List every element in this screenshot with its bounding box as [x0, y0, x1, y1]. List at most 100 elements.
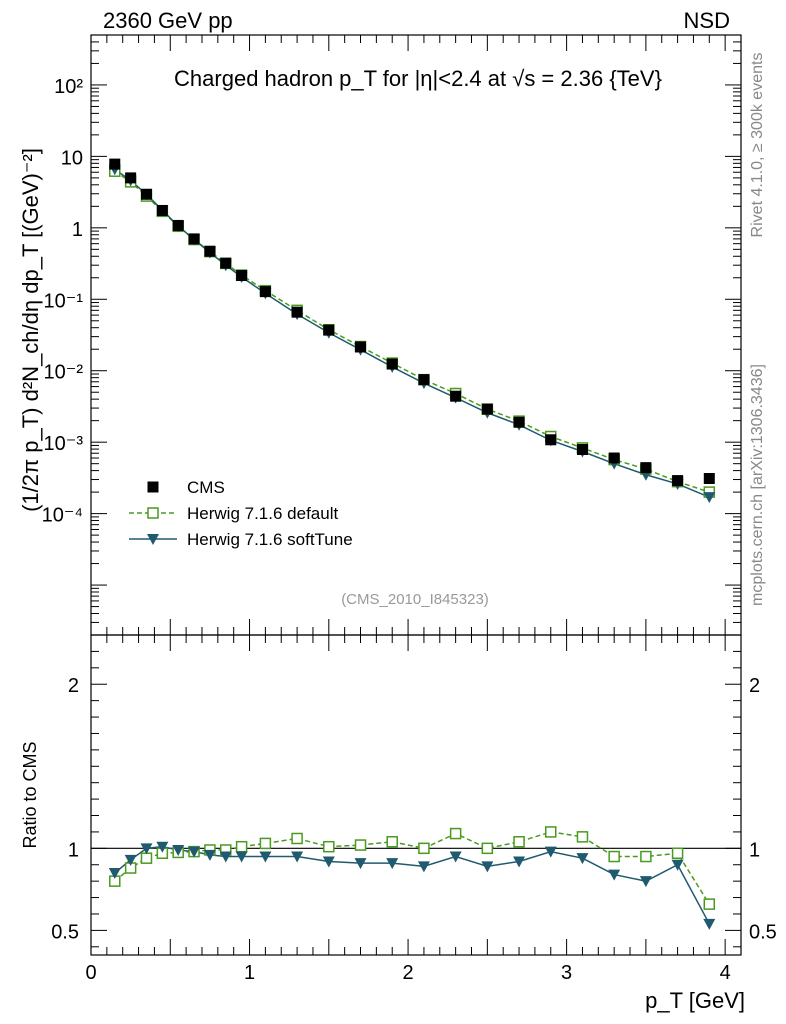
- ratio-point-herwig-7-1-6-softtune: [449, 851, 462, 863]
- data-point-cms: [125, 172, 137, 184]
- ratio-point-herwig-7-1-6-default: [323, 840, 335, 853]
- header-left: 2360 GeV pp: [103, 8, 233, 33]
- legend-label: CMS: [187, 478, 225, 497]
- legend-label: Herwig 7.1.6 default: [187, 504, 338, 523]
- ratio-y-tick-label: 0.5: [749, 921, 777, 943]
- ratio-panel-ticks: 0 1 2 3 4 0.5 0.5 1 1 2 2: [51, 635, 777, 984]
- ratio-point-herwig-7-1-6-softtune: [219, 851, 232, 863]
- ratio-point-herwig-7-1-6-softtune: [576, 853, 589, 865]
- ratio-point-herwig-7-1-6-default: [140, 852, 153, 864]
- x-tick-label: 2: [403, 962, 414, 984]
- main-panel-series: [108, 158, 716, 504]
- ratio-point-herwig-7-1-6-softtune: [156, 841, 169, 853]
- ratio-y-tick-label: 2: [749, 675, 760, 697]
- ratio-point-herwig-7-1-6-default: [640, 850, 652, 863]
- ratio-y-axis-label: Ratio to CMS: [20, 741, 40, 848]
- series-line-herwig-7-1-6-default: [114, 170, 710, 493]
- data-point-cms: [450, 390, 462, 402]
- data-point-cms: [109, 158, 121, 170]
- ratio-point-herwig-7-1-6-default: [418, 842, 430, 855]
- ratio-point-herwig-7-1-6-default: [354, 839, 367, 851]
- ratio-point-herwig-7-1-6-softtune: [386, 858, 399, 870]
- ratio-point-herwig-7-1-6-softtune: [259, 851, 272, 863]
- ratio-point-herwig-7-1-6-default: [386, 836, 398, 848]
- ratio-point-herwig-7-1-6-default: [703, 898, 716, 910]
- data-point-cms: [236, 270, 248, 282]
- x-tick-label: 4: [720, 962, 731, 984]
- data-point-cms: [291, 306, 303, 318]
- y-tick-label: 1: [72, 219, 83, 241]
- mcplots-label: mcplots.cern.ch [arXiv:1306.3436]: [749, 364, 766, 606]
- ratio-point-herwig-7-1-6-softtune: [481, 861, 494, 873]
- ratio-point-herwig-7-1-6-softtune: [108, 867, 121, 879]
- ratio-point-herwig-7-1-6-softtune: [203, 849, 216, 861]
- x-tick-label: 1: [244, 962, 255, 984]
- data-point-cms: [188, 233, 200, 245]
- ratio-point-herwig-7-1-6-default: [259, 837, 272, 850]
- ratio-point-herwig-7-1-6-default: [481, 842, 494, 855]
- ratio-point-herwig-7-1-6-default: [513, 836, 525, 848]
- y-axis-label: (1/2π p_T) d²N_ch/dη dp_T [(GeV)⁻²]: [18, 148, 43, 512]
- data-point-cms: [640, 462, 652, 474]
- x-axis-label: p_T [GeV]: [645, 988, 745, 1013]
- ratio-point-herwig-7-1-6-softtune: [140, 843, 153, 855]
- data-point-cms: [140, 188, 152, 200]
- main-panel-ticks: 10⁻⁴ 10⁻³ 10⁻² 10⁻¹ 1 10 10²: [42, 34, 742, 636]
- y-tick-label: 10⁻²: [44, 362, 84, 384]
- legend-marker: [147, 534, 159, 545]
- data-point-cms: [608, 452, 620, 464]
- data-point-herwig-7-1-6-softtune: [703, 492, 716, 504]
- header-right: NSD: [684, 8, 730, 33]
- y-tick-label: 10²: [54, 76, 83, 98]
- legend-marker: [147, 507, 159, 519]
- ratio-point-herwig-7-1-6-softtune: [172, 844, 185, 856]
- data-point-cms: [259, 286, 271, 298]
- ratio-line-herwig-7-1-6-default: [114, 831, 710, 905]
- rivet-label: Rivet 4.1.0, ≥ 300k events: [749, 53, 766, 238]
- y-tick-label: 10⁻³: [44, 433, 84, 455]
- data-point-cms: [513, 416, 525, 428]
- data-point-cms: [204, 245, 216, 257]
- ratio-y-tick-label: 0.5: [51, 921, 79, 943]
- ratio-point-herwig-7-1-6-default: [671, 847, 684, 860]
- ratio-point-herwig-7-1-6-softtune: [188, 846, 201, 858]
- ratio-point-herwig-7-1-6-default: [449, 827, 462, 840]
- data-point-cms: [156, 204, 168, 216]
- ratio-point-herwig-7-1-6-default: [608, 850, 620, 863]
- legend-label: Herwig 7.1.6 softTune: [187, 530, 353, 549]
- ratio-point-herwig-7-1-6-softtune: [608, 869, 621, 881]
- legend-marker: [147, 481, 159, 493]
- data-point-cms: [220, 257, 232, 269]
- ratio-y-tick-label: 1: [68, 839, 79, 861]
- series-line-herwig-7-1-6-softtune: [114, 168, 710, 498]
- ratio-point-herwig-7-1-6-softtune: [544, 846, 557, 858]
- ratio-panel-frame: [90, 634, 742, 956]
- y-tick-label: 10: [61, 147, 83, 169]
- ratio-point-herwig-7-1-6-softtune: [235, 851, 248, 863]
- ratio-line-herwig-7-1-6-softtune: [114, 845, 710, 925]
- ratio-point-herwig-7-1-6-softtune: [124, 854, 137, 866]
- ratio-point-herwig-7-1-6-default: [576, 831, 589, 843]
- ratio-point-herwig-7-1-6-softtune: [354, 858, 367, 870]
- ratio-point-herwig-7-1-6-softtune: [322, 856, 335, 868]
- ratio-point-herwig-7-1-6-softtune: [671, 859, 684, 871]
- x-tick-label: 3: [561, 962, 572, 984]
- y-tick-label: 10⁻⁴: [42, 505, 83, 527]
- ratio-y-tick-label: 1: [749, 839, 760, 861]
- ratio-panel-series: [91, 826, 741, 930]
- data-point-cms: [323, 324, 335, 336]
- ratio-point-herwig-7-1-6-softtune: [703, 918, 716, 930]
- ratio-point-herwig-7-1-6-default: [235, 840, 248, 853]
- ratio-point-herwig-7-1-6-default: [291, 832, 303, 845]
- data-point-cms: [418, 374, 430, 386]
- data-point-cms: [672, 475, 684, 487]
- ratio-point-herwig-7-1-6-softtune: [513, 856, 526, 868]
- ratio-y-tick-label: 2: [68, 675, 79, 697]
- data-point-cms: [481, 403, 493, 415]
- data-point-cms: [703, 473, 715, 485]
- analysis-watermark: (CMS_2010_I845323): [341, 591, 489, 608]
- data-point-cms: [172, 219, 184, 231]
- data-point-cms: [545, 434, 557, 446]
- data-point-cms: [386, 358, 398, 370]
